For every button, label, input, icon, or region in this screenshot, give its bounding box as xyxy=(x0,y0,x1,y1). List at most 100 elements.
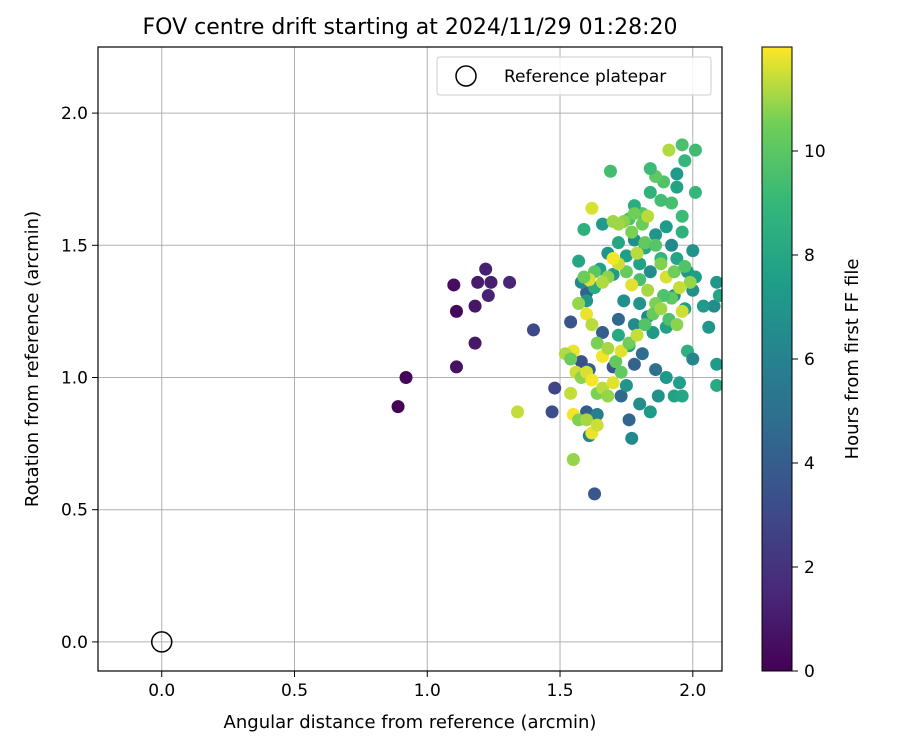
data-point xyxy=(580,413,594,427)
x-tick-label: 0.0 xyxy=(148,681,175,701)
data-point xyxy=(665,238,679,252)
data-point xyxy=(670,318,684,332)
data-point xyxy=(622,413,636,427)
data-point xyxy=(710,357,722,371)
data-point xyxy=(588,487,602,501)
data-point xyxy=(707,299,721,313)
data-point xyxy=(596,217,610,231)
data-point xyxy=(633,257,647,271)
data-point xyxy=(659,220,673,234)
data-point xyxy=(479,262,493,276)
data-point xyxy=(627,318,641,332)
data-point xyxy=(614,389,628,403)
x-tick-label: 2.0 xyxy=(679,681,706,701)
y-ticks: 0.0 0.5 1.0 1.5 2.0 xyxy=(61,104,98,653)
data-point xyxy=(449,304,463,318)
data-point xyxy=(683,275,697,289)
data-point xyxy=(643,265,657,279)
data-point xyxy=(638,318,652,332)
data-point xyxy=(654,257,668,271)
data-point xyxy=(503,275,517,289)
data-point xyxy=(545,405,559,419)
data-point xyxy=(611,328,625,342)
data-point xyxy=(481,289,495,303)
colorbar-ticks: 0 2 4 6 8 10 xyxy=(792,142,826,682)
data-point xyxy=(643,185,657,199)
reference-platepar-marker xyxy=(150,631,173,653)
colorbar-tick-label: 6 xyxy=(804,350,815,370)
grid xyxy=(98,47,722,671)
data-point xyxy=(646,326,660,340)
x-axis-label: Angular distance from reference (arcmin) xyxy=(224,712,597,733)
colorbar-label: Hours from first FF file xyxy=(842,259,863,460)
colorbar-tick-label: 10 xyxy=(804,142,826,162)
data-point xyxy=(471,275,485,289)
data-point xyxy=(675,209,689,223)
y-tick-label: 2.0 xyxy=(61,104,88,124)
data-point xyxy=(572,254,586,268)
data-point xyxy=(712,289,722,303)
data-point xyxy=(686,352,700,366)
data-point xyxy=(675,389,689,403)
data-point xyxy=(627,357,641,371)
data-point xyxy=(633,397,647,411)
data-point xyxy=(649,228,663,242)
data-point xyxy=(590,408,604,422)
data-point xyxy=(611,236,625,250)
x-tick-label: 0.5 xyxy=(281,681,308,701)
x-ticks: 0.0 0.5 1.0 1.5 2.0 xyxy=(148,671,706,701)
data-point xyxy=(447,278,461,292)
data-point xyxy=(580,307,594,321)
data-point xyxy=(619,249,633,263)
data-point xyxy=(633,296,647,310)
data-point xyxy=(673,281,687,295)
data-point xyxy=(619,265,633,279)
colorbar-tick-label: 2 xyxy=(804,558,815,578)
data-point xyxy=(649,363,663,377)
data-point xyxy=(577,270,591,284)
data-point xyxy=(468,299,482,313)
data-point xyxy=(678,259,692,273)
y-tick-label: 1.5 xyxy=(61,236,88,256)
data-point xyxy=(696,299,710,313)
data-point xyxy=(673,376,687,390)
data-point xyxy=(614,365,628,379)
data-point xyxy=(468,336,482,350)
legend-reference-icon xyxy=(455,65,477,87)
y-axis-label: Rotation from reference (arcmin) xyxy=(22,211,43,507)
data-point xyxy=(702,320,716,334)
data-point xyxy=(630,328,644,342)
data-point xyxy=(617,294,631,308)
data-point xyxy=(564,352,578,366)
data-point xyxy=(675,138,689,152)
data-point xyxy=(609,355,623,369)
data-point xyxy=(649,238,663,252)
data-point xyxy=(630,246,644,260)
data-point xyxy=(641,209,655,223)
data-point xyxy=(606,215,620,229)
y-tick-label: 0.5 xyxy=(61,501,88,521)
data-point xyxy=(590,336,604,350)
data-point xyxy=(614,344,628,358)
data-point xyxy=(585,318,599,332)
data-point xyxy=(643,405,657,419)
data-point xyxy=(688,143,702,157)
data-point xyxy=(635,347,649,361)
data-point xyxy=(686,244,700,258)
colorbar: 0 2 4 6 8 10 Hours from first FF file xyxy=(761,46,863,682)
x-tick-label: 1.5 xyxy=(547,681,574,701)
data-point xyxy=(596,275,610,289)
chart-title: FOV centre drift starting at 2024/11/29 … xyxy=(143,15,678,40)
data-point xyxy=(564,386,578,400)
data-point xyxy=(449,360,463,374)
data-point xyxy=(625,278,639,292)
data-point xyxy=(670,180,684,194)
data-point xyxy=(625,225,639,239)
data-point xyxy=(564,315,578,329)
data-point xyxy=(665,196,679,210)
data-point xyxy=(585,373,599,387)
data-point xyxy=(526,323,540,337)
data-point xyxy=(577,222,591,236)
data-point xyxy=(619,378,633,392)
